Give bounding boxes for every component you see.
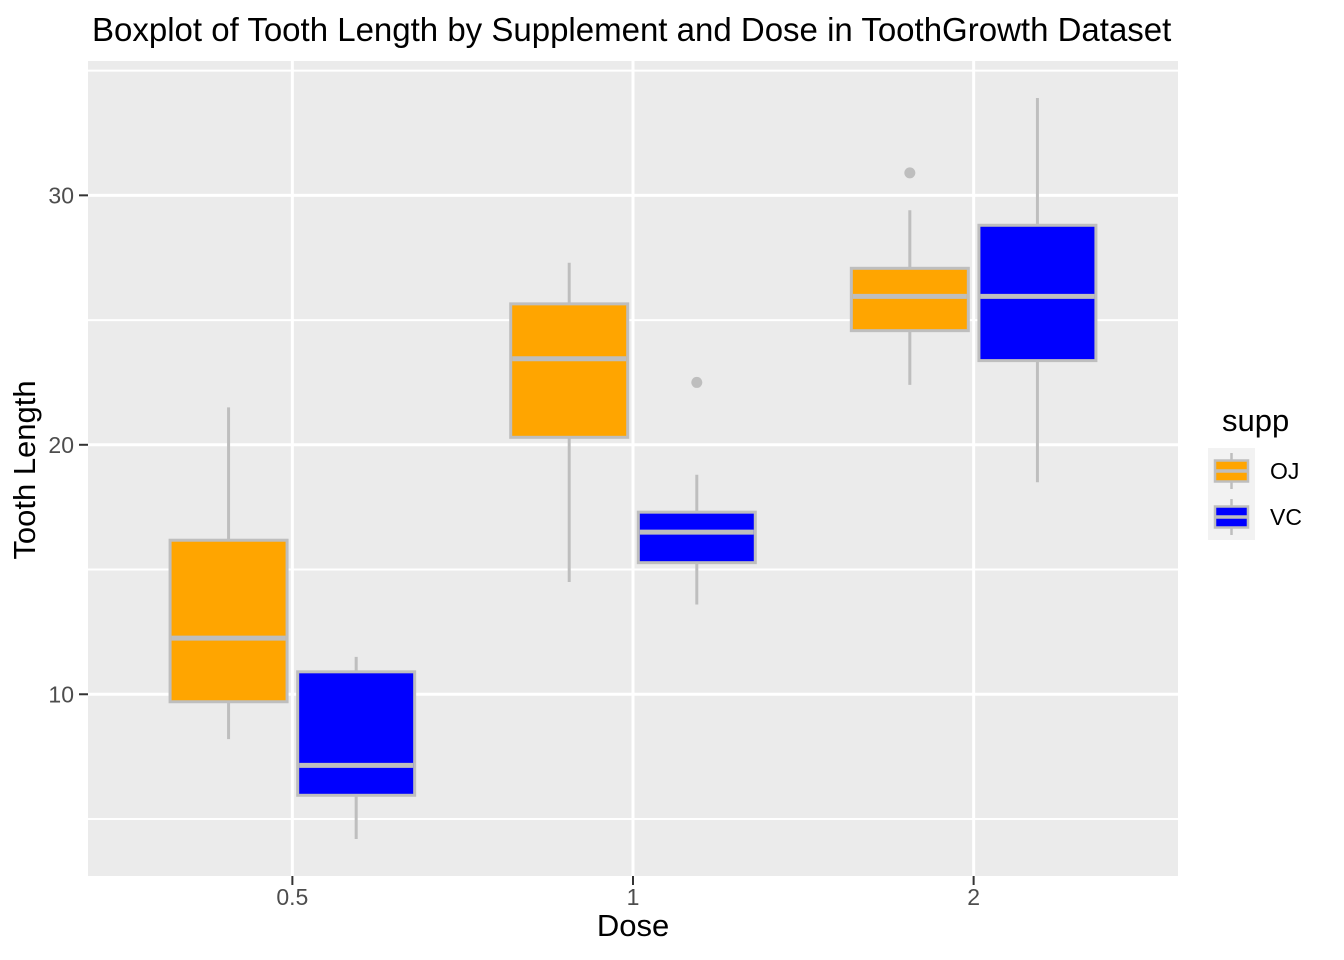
legend-item-oj: OJ [1208, 448, 1302, 494]
legend-title: supp [1222, 403, 1290, 438]
box-oj-2 [849, 266, 970, 333]
box-vc-0.5 [296, 670, 417, 797]
y-axis-title: Tooth Length [7, 380, 42, 560]
legend-label-vc: VC [1270, 503, 1302, 530]
x-axis-title: Dose [596, 908, 670, 943]
y-tick-label-10: 10 [48, 681, 74, 707]
chart-title: Boxplot of Tooth Length by Supplement an… [92, 11, 1172, 48]
box-oj-1 [509, 302, 630, 439]
y-tick-label-20: 20 [48, 432, 74, 458]
x-tick-label-0.5: 0.5 [276, 884, 308, 910]
legend-key-vc [1208, 494, 1255, 540]
box-oj-0.5 [168, 538, 289, 704]
legend-item-vc: VC [1208, 494, 1302, 540]
box-vc-1 [636, 510, 757, 565]
x-tick-label-1: 1 [627, 884, 640, 910]
outlier-vc-1-22.5 [691, 376, 703, 388]
legend: supp OJ VC [1208, 403, 1302, 540]
legend-key-oj [1208, 448, 1255, 494]
outlier-oj-2-30.9 [904, 167, 916, 179]
x-tick-label-2: 2 [967, 884, 980, 910]
y-tick-label-30: 30 [48, 182, 74, 208]
box-vc-2 [977, 223, 1098, 363]
legend-label-oj: OJ [1270, 457, 1300, 484]
